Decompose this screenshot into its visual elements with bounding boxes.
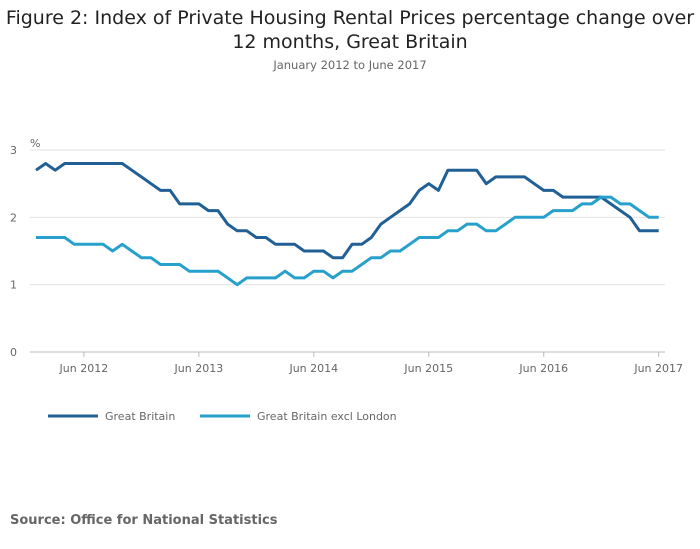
x-tick-label: Jun 2012 bbox=[59, 362, 109, 375]
series-line-gb-excl-london bbox=[36, 195, 659, 287]
legend-label: Great Britain excl London bbox=[257, 410, 397, 423]
y-tick-label: 2 bbox=[10, 211, 17, 224]
x-tick-label: Jun 2017 bbox=[633, 362, 683, 375]
chart-title: Figure 2: Index of Private Housing Renta… bbox=[5, 7, 695, 53]
series-line-great-britain bbox=[35, 162, 659, 260]
chart-subtitle: January 2012 to June 2017 bbox=[273, 58, 427, 72]
x-tick-label: Jun 2013 bbox=[174, 362, 224, 375]
y-tick-label: 0 bbox=[10, 346, 17, 359]
x-tick-label: Jun 2016 bbox=[518, 362, 568, 375]
x-tick-label: Jun 2015 bbox=[403, 362, 453, 375]
legend-label: Great Britain bbox=[105, 410, 175, 423]
y-axis-unit: % bbox=[30, 137, 40, 150]
source-note: Source: Office for National Statistics bbox=[10, 513, 278, 528]
x-tick-label: Jun 2014 bbox=[288, 362, 338, 375]
line-chart: 0 1 2 3% Jun 2012 Jun 2013 Jun 2014 Jun 2015 Jun… bbox=[10, 137, 683, 423]
y-tick-label: 1 bbox=[10, 279, 17, 292]
y-tick-label: 3 bbox=[10, 144, 17, 157]
